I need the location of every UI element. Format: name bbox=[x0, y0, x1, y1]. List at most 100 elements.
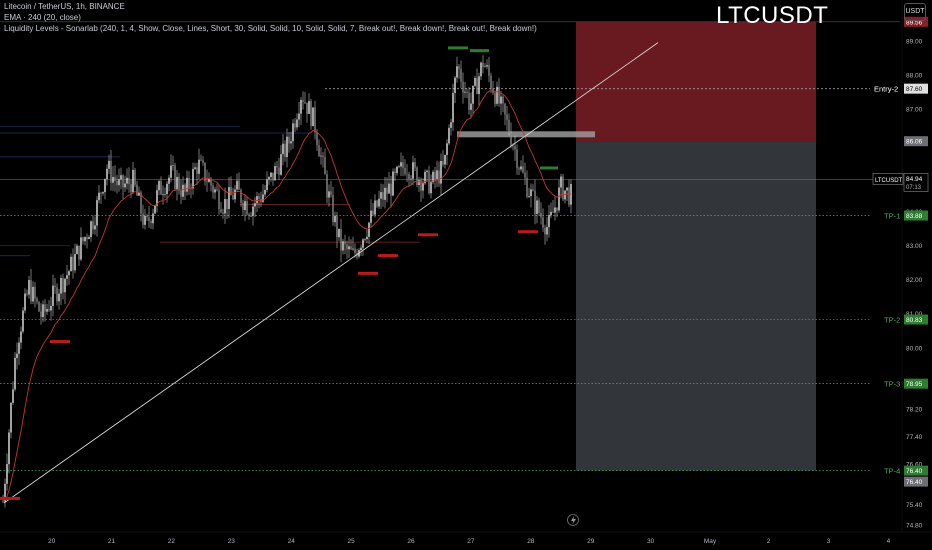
candle-body bbox=[518, 168, 519, 169]
y-tick-label: 82.00 bbox=[906, 277, 923, 284]
candle-body bbox=[146, 216, 147, 217]
candle-body bbox=[484, 67, 485, 68]
candle-body bbox=[148, 217, 149, 221]
candle-body bbox=[346, 244, 347, 249]
take-profit-zone bbox=[576, 141, 816, 470]
candle-body bbox=[182, 185, 183, 197]
candle-body bbox=[280, 154, 281, 175]
x-tick-label: 22 bbox=[168, 538, 176, 545]
x-tick-label: 30 bbox=[647, 538, 655, 545]
candle-body bbox=[344, 241, 345, 244]
candle-body bbox=[266, 180, 267, 190]
candle-body bbox=[164, 194, 165, 195]
candle-body bbox=[200, 160, 201, 161]
candle-body bbox=[368, 223, 369, 237]
candle-body bbox=[522, 166, 523, 172]
x-tick-label: 20 bbox=[48, 538, 56, 545]
candle-body bbox=[480, 63, 481, 77]
candle-body bbox=[80, 237, 81, 259]
candle-body bbox=[74, 254, 75, 270]
candle-body bbox=[246, 201, 247, 214]
candle-body bbox=[230, 187, 231, 195]
candle-body bbox=[478, 76, 479, 94]
candle-body bbox=[144, 216, 145, 225]
candle-body bbox=[198, 160, 199, 174]
candle-body bbox=[452, 93, 453, 122]
candle-body bbox=[504, 104, 505, 115]
candle-body bbox=[206, 181, 207, 182]
y-tick-label: 75.40 bbox=[906, 502, 923, 509]
candle-body bbox=[278, 167, 279, 174]
candle-body bbox=[220, 209, 221, 212]
candle-body bbox=[270, 173, 271, 177]
price-badge-label: 86.06 bbox=[906, 139, 923, 146]
candle-body bbox=[544, 228, 545, 235]
candle-body bbox=[150, 221, 151, 223]
candle-body bbox=[388, 184, 389, 194]
candle-body bbox=[462, 82, 463, 93]
candle-body bbox=[16, 354, 17, 358]
liquidity-indicator-label[interactable]: Liquidity Levels - Sonarlab (240, 1, 4, … bbox=[4, 24, 537, 34]
candle-body bbox=[62, 278, 63, 292]
candle-body bbox=[406, 174, 407, 175]
candle-body bbox=[372, 211, 373, 215]
candle-body bbox=[560, 177, 561, 188]
candle-body bbox=[28, 280, 29, 295]
candle-body bbox=[440, 161, 441, 183]
candle-body bbox=[212, 186, 213, 193]
candle-body bbox=[68, 271, 69, 275]
candle-body bbox=[322, 156, 323, 157]
candle-body bbox=[486, 65, 487, 66]
last-price-countdown: 07:13 bbox=[906, 185, 922, 191]
candle-body bbox=[120, 175, 121, 179]
liquidity-low-marker bbox=[50, 340, 70, 343]
candle-body bbox=[254, 203, 255, 206]
price-badge-label: 83.88 bbox=[906, 213, 923, 220]
tp-label-1: TP-1 bbox=[884, 212, 900, 221]
candle-body bbox=[6, 464, 7, 484]
y-tick-label: 89.00 bbox=[906, 38, 923, 45]
candle-body bbox=[366, 237, 367, 239]
candle-body bbox=[304, 102, 305, 103]
candle-body bbox=[92, 221, 93, 229]
candle-body bbox=[466, 92, 467, 93]
liquidity-high-marker bbox=[470, 49, 489, 52]
candle-body bbox=[534, 191, 535, 214]
candle-body bbox=[414, 162, 415, 167]
candle-body bbox=[438, 170, 439, 183]
candle-body bbox=[8, 432, 9, 464]
candle-body bbox=[26, 294, 27, 295]
candle-body bbox=[46, 309, 47, 312]
candle-body bbox=[314, 107, 315, 132]
candle-body bbox=[242, 203, 243, 210]
candle-body bbox=[392, 172, 393, 196]
candle-body bbox=[60, 278, 61, 294]
entry-label: Entry-2 bbox=[874, 85, 898, 94]
candle-body bbox=[562, 177, 563, 200]
y-tick-label: 80.00 bbox=[906, 345, 923, 352]
candle-body bbox=[208, 179, 209, 182]
candle-body bbox=[40, 311, 41, 317]
candle-body bbox=[42, 304, 43, 317]
x-tick-label: 2 bbox=[767, 538, 771, 545]
currency-button[interactable]: USDT bbox=[904, 3, 926, 21]
liquidity-low-marker bbox=[418, 233, 438, 236]
x-tick-label: 26 bbox=[407, 538, 415, 545]
candle-body bbox=[272, 173, 273, 181]
candle-body bbox=[390, 184, 391, 196]
candle-body bbox=[20, 332, 21, 343]
candle-body bbox=[104, 179, 105, 192]
candle-body bbox=[158, 181, 159, 190]
candle-body bbox=[124, 184, 125, 188]
y-tick-label: 83.00 bbox=[906, 243, 923, 250]
candle-body bbox=[540, 213, 541, 217]
candle-body bbox=[276, 166, 277, 167]
ema-indicator-label[interactable]: EMA · 240 (20, close) bbox=[4, 13, 81, 23]
candle-body bbox=[250, 216, 251, 217]
candle-body bbox=[122, 175, 123, 187]
candle-body bbox=[106, 169, 107, 179]
candle-body bbox=[396, 167, 397, 173]
order-block bbox=[457, 131, 595, 137]
candle-body bbox=[442, 161, 443, 164]
